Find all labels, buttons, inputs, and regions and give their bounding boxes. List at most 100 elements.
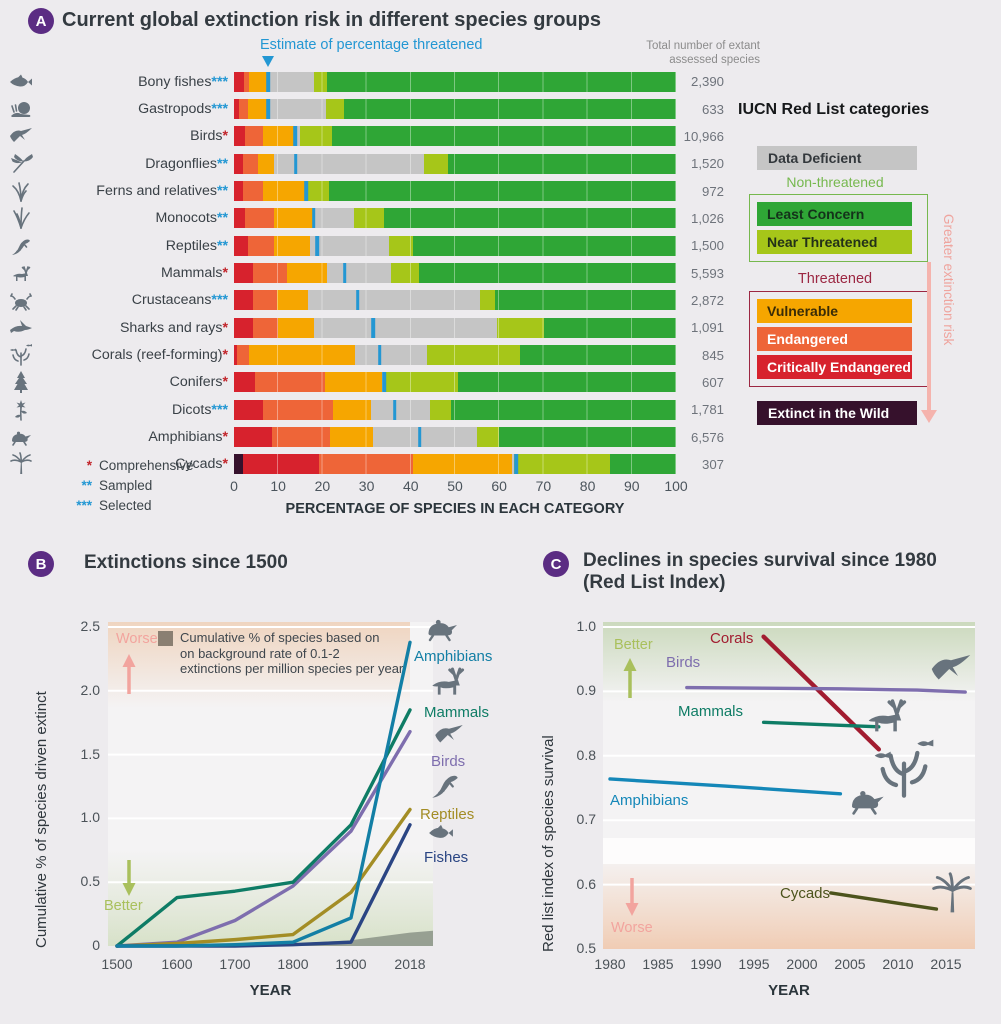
estimate-threatened-tick <box>342 263 347 284</box>
stacked-bar <box>234 71 676 92</box>
series-icon-birds <box>428 720 470 755</box>
x-tick-label: 40 <box>403 478 419 494</box>
bar-segment-NT <box>313 71 327 92</box>
bar-segment-LC <box>329 181 676 202</box>
fish-icon <box>10 74 32 87</box>
footnote-comprehensive: * Comprehensive <box>50 455 194 475</box>
bar-segment-EN <box>245 208 274 229</box>
x-tick-label: 1985 <box>642 956 674 972</box>
panel-c-worse-arrow-icon <box>625 878 639 916</box>
bar-segment-VU <box>332 399 372 420</box>
footnote-sampled: ** Sampled <box>50 475 194 495</box>
bar-segment-VU <box>278 317 314 338</box>
bar-segment-EN <box>245 126 263 147</box>
species-icon-cell <box>0 206 34 230</box>
bar-segment-NT <box>479 290 495 311</box>
y-tick-label: 1.5 <box>80 745 100 762</box>
deer-icon <box>432 667 465 695</box>
total-assessed-value: 1,520 <box>690 156 724 172</box>
bar-segment-NT <box>514 454 610 475</box>
lizard-icon <box>432 775 458 798</box>
grass-icon <box>13 207 30 230</box>
bar-segment-LC <box>326 71 676 92</box>
bar-segment-LC <box>450 399 676 420</box>
stacked-bar <box>234 454 676 475</box>
x-tick-label: 20 <box>314 478 331 494</box>
y-tick-label: 0.7 <box>576 811 596 828</box>
bar-segment-CR <box>234 372 255 393</box>
line-mammals <box>761 720 881 729</box>
total-assessed-value: 1,091 <box>690 320 724 336</box>
assessment-stars: * <box>222 456 228 473</box>
bar-segment-DD <box>274 153 425 174</box>
estimate-threatened-tick <box>355 290 360 311</box>
background-rate-legend-line2: on background rate of 0.1-2 <box>180 645 340 661</box>
series-label-corals: Corals <box>710 630 754 647</box>
series-label-reptiles: Reptiles <box>420 806 475 823</box>
assessment-stars: ** <box>216 237 228 254</box>
red-list-index-chart <box>603 622 975 949</box>
background-rate-legend-swatch <box>158 631 173 646</box>
x-tick-label: 2015 <box>930 956 962 972</box>
bar-segment-CR <box>234 399 264 420</box>
line-mammals <box>115 708 412 948</box>
bar-segment-CR <box>242 454 320 475</box>
y-tick-label: 0 <box>92 937 100 953</box>
species-icon-cell <box>0 234 34 258</box>
species-row: Amphibians* 6,576 <box>0 423 1001 450</box>
x-tick-label: 2010 <box>882 956 914 972</box>
fish-icon <box>429 824 453 838</box>
species-icon-cell <box>0 179 34 203</box>
panel-b-badge: B <box>28 551 54 577</box>
assessment-stars: * <box>222 265 228 282</box>
bar-segment-VU <box>273 235 310 256</box>
x-tick-label: 80 <box>579 478 596 494</box>
x-tick-label: 1900 <box>335 956 367 972</box>
species-label: Ferns and relatives** <box>96 183 228 200</box>
y-tick-label: 0.8 <box>576 746 596 763</box>
panel-a-badge: A <box>28 8 54 34</box>
bar-segment-DD <box>372 427 477 448</box>
bar-segment-VU <box>249 71 269 92</box>
bar-segment-DD <box>354 345 427 366</box>
palm-icon <box>932 872 972 913</box>
deer-icon <box>868 699 907 732</box>
species-icon-cell <box>0 425 34 449</box>
bar-segment-DD <box>313 317 497 338</box>
estimate-threatened-tick <box>378 345 382 366</box>
bar-segment-EN <box>236 345 250 366</box>
bar-segment-DD <box>308 290 480 311</box>
legend-item-critically-endangered: Critically Endangered <box>757 355 912 379</box>
bar-segment-EN <box>247 235 274 256</box>
bar-segment-VU <box>286 263 328 284</box>
estimate-threatened-tick <box>311 208 316 229</box>
total-assessed-value: 1,500 <box>690 238 724 254</box>
x-tick-label: 2005 <box>834 956 866 972</box>
background-rate-wedge <box>117 930 433 946</box>
panel-c-worse-label: Worse <box>611 920 653 936</box>
bar-segment-EN <box>272 427 330 448</box>
bar-segment-EN <box>253 317 279 338</box>
footnote-stars: *** <box>76 497 92 513</box>
crab-icon <box>10 293 32 312</box>
bar-segment-DD <box>371 399 430 420</box>
x-tick-label: 1980 <box>594 956 626 972</box>
bar-segment-CR <box>234 71 245 92</box>
assessment-stars: *** <box>211 292 228 309</box>
dragonfly-icon <box>11 153 33 173</box>
y-tick-label: 1.0 <box>80 809 100 826</box>
legend-extinct-in-wild-label: Extinct in the Wild <box>768 405 890 421</box>
footnote-stars: ** <box>81 477 92 493</box>
bar-segment-LC <box>448 153 676 174</box>
bar-segment-LC <box>543 317 676 338</box>
bar-segment-LC <box>384 208 676 229</box>
panel-b-better-arrow-icon <box>122 860 136 896</box>
total-assessed-value: 10,966 <box>683 128 724 144</box>
bar-segment-NT <box>308 181 330 202</box>
bar-segment-NT <box>325 99 345 120</box>
panel-b-series-lines <box>115 640 412 948</box>
species-label: Dragonflies** <box>145 155 228 172</box>
bar-segment-LC <box>419 263 676 284</box>
total-assessed-value: 1,026 <box>690 210 724 226</box>
